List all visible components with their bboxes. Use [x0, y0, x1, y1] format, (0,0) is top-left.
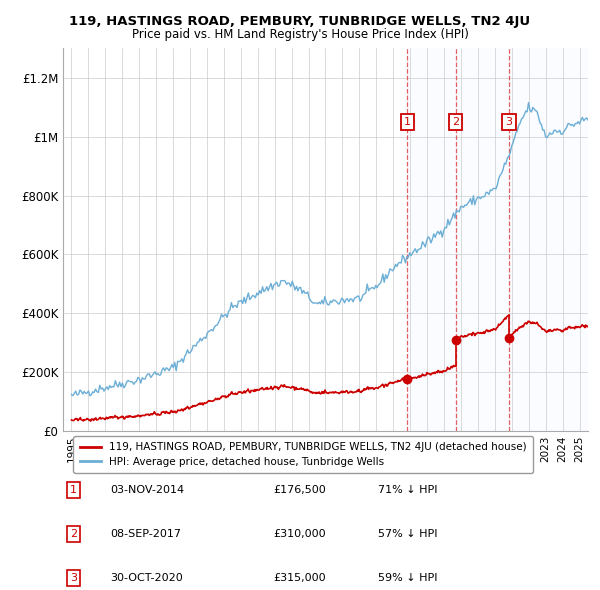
Text: 1: 1	[404, 117, 411, 127]
Bar	[407, 48, 588, 431]
Text: 1: 1	[70, 485, 77, 495]
Text: 3: 3	[505, 117, 512, 127]
Text: 119, HASTINGS ROAD, PEMBURY, TUNBRIDGE WELLS, TN2 4JU: 119, HASTINGS ROAD, PEMBURY, TUNBRIDGE W…	[70, 15, 530, 28]
Text: 08-SEP-2017: 08-SEP-2017	[110, 529, 181, 539]
Text: 57% ↓ HPI: 57% ↓ HPI	[378, 529, 437, 539]
Text: 59% ↓ HPI: 59% ↓ HPI	[378, 573, 437, 583]
Text: £315,000: £315,000	[273, 573, 326, 583]
Text: 2: 2	[70, 529, 77, 539]
Text: £176,500: £176,500	[273, 485, 326, 495]
Text: 30-OCT-2020: 30-OCT-2020	[110, 573, 183, 583]
Legend: 119, HASTINGS ROAD, PEMBURY, TUNBRIDGE WELLS, TN2 4JU (detached house), HPI: Ave: 119, HASTINGS ROAD, PEMBURY, TUNBRIDGE W…	[73, 436, 533, 473]
Text: 71% ↓ HPI: 71% ↓ HPI	[378, 485, 437, 495]
Text: 2: 2	[452, 117, 459, 127]
Text: 3: 3	[70, 573, 77, 583]
Text: Price paid vs. HM Land Registry's House Price Index (HPI): Price paid vs. HM Land Registry's House …	[131, 28, 469, 41]
Text: 03-NOV-2014: 03-NOV-2014	[110, 485, 184, 495]
Text: £310,000: £310,000	[273, 529, 326, 539]
